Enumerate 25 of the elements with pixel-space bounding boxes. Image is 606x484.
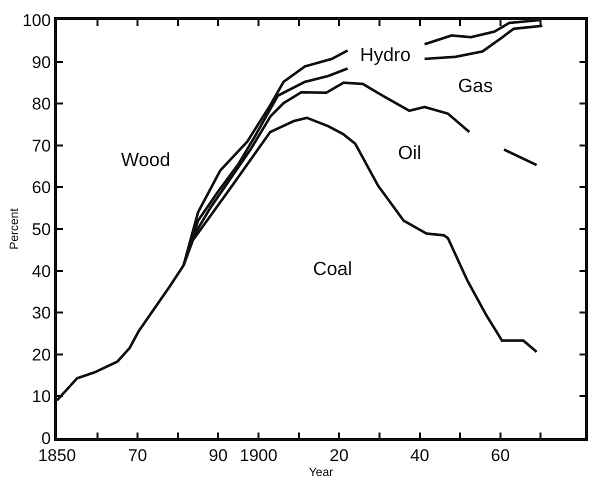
x-tick-label: 1850: [38, 446, 76, 466]
x-tick-label: 90: [208, 446, 228, 466]
annotation: Hydro: [360, 45, 411, 66]
y-axis-title: Percent: [6, 208, 21, 250]
x-tick-label: 60: [490, 446, 510, 466]
x-tick-label: 1900: [240, 446, 278, 466]
x-tick-label: 70: [128, 446, 148, 466]
annotation: Wood: [121, 150, 170, 171]
y-tick-label: 0: [41, 428, 51, 448]
y-tick-label: 60: [32, 178, 51, 198]
y-tick-label: 70: [32, 136, 51, 156]
annotation: Gas: [458, 76, 493, 97]
annotation: Coal: [313, 259, 352, 280]
y-tick-label: 100: [22, 10, 51, 30]
y-tick-label: 50: [32, 220, 51, 239]
x-tick-label: 20: [330, 446, 349, 466]
y-tick-label: 80: [32, 94, 51, 114]
y-tick-label: 20: [32, 345, 51, 364]
y-tick-label: 90: [32, 52, 51, 72]
x-axis-title: Year: [308, 465, 334, 480]
x-tick-label: 40: [410, 446, 430, 466]
y-tick-label: 40: [32, 262, 51, 281]
y-tick-label: 10: [32, 387, 51, 406]
annotation: Oil: [398, 143, 422, 164]
y-tick-label: 30: [32, 304, 51, 323]
